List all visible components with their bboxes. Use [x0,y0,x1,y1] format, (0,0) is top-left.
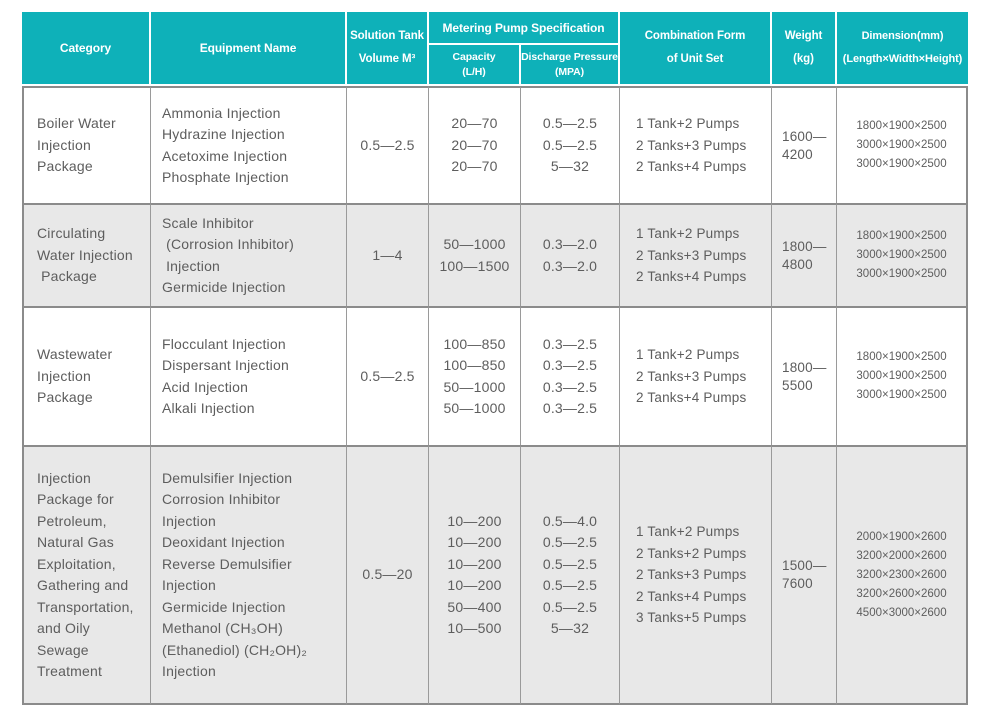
equipment-cell: Demulsifier Injection Corrosion Inhibito… [151,445,347,705]
category-cell: Wastewater Injection Package [22,306,151,445]
combination-cell: 1 Tank+2 Pumps 2 Tanks+3 Pumps 2 Tanks+4… [620,306,772,445]
capacity-cell: 20—70 20—70 20—70 [429,86,521,203]
table-row-petroleum-injection: Injection Package for Petroleum, Natural… [22,445,968,705]
col-header-category: Category [22,12,151,86]
col-header-metering-pump-specification: Metering Pump Specification [429,12,620,45]
col-header-solution-tank-volume: Solution Tank Volume M³ [347,12,429,86]
tank-volume-cell: 0.5—20 [347,445,429,705]
category-cell: Injection Package for Petroleum, Natural… [22,445,151,705]
capacity-cell: 10—200 10—200 10—200 10—200 50—400 10—50… [429,445,521,705]
weight-cell: 1800— 4800 [772,203,837,306]
col-header-weight: Weight (kg) [772,12,837,86]
weight-cell: 1500— 7600 [772,445,837,705]
col-header-combination-form: Combination Form of Unit Set [620,12,772,86]
weight-cell: 1600— 4200 [772,86,837,203]
col-header-discharge-pressure: Discharge Pressure (MPA) [521,45,620,86]
weight-cell: 1800— 5500 [772,306,837,445]
capacity-cell: 50—1000 100—1500 [429,203,521,306]
dimension-cell: 2000×1900×2600 3200×2000×2600 3200×2300×… [837,445,968,705]
table-header: Category Equipment Name Solution Tank Vo… [22,12,968,86]
discharge-pressure-cell: 0.3—2.5 0.3—2.5 0.3—2.5 0.3—2.5 [521,306,620,445]
header-row-sub: Capacity (L/H) Discharge Pressure (MPA) [22,45,968,86]
tank-volume-cell: 1—4 [347,203,429,306]
table-row-wastewater: Wastewater Injection Package Flocculant … [22,306,968,445]
discharge-pressure-cell: 0.5—2.5 0.5—2.5 5—32 [521,86,620,203]
tank-volume-cell: 0.5—2.5 [347,86,429,203]
table-body: Boiler Water Injection Package Ammonia I… [22,86,968,705]
combination-cell: 1 Tank+2 Pumps 2 Tanks+3 Pumps 2 Tanks+4… [620,203,772,306]
col-header-dimension: Dimension(mm) (Length×Width×Height) [837,12,968,86]
discharge-pressure-cell: 0.3—2.0 0.3—2.0 [521,203,620,306]
col-header-capacity: Capacity (L/H) [429,45,521,86]
capacity-cell: 100—850 100—850 50—1000 50—1000 [429,306,521,445]
equipment-cell: Flocculant Injection Dispersant Injectio… [151,306,347,445]
col-header-equipment-name: Equipment Name [151,12,347,86]
category-cell: Circulating Water Injection Package [22,203,151,306]
equipment-cell: Ammonia Injection Hydrazine Injection Ac… [151,86,347,203]
dimension-cell: 1800×1900×2500 3000×1900×2500 3000×1900×… [837,86,968,203]
tank-volume-cell: 0.5—2.5 [347,306,429,445]
discharge-pressure-cell: 0.5—4.0 0.5—2.5 0.5—2.5 0.5—2.5 0.5—2.5 … [521,445,620,705]
dimension-cell: 1800×1900×2500 3000×1900×2500 3000×1900×… [837,203,968,306]
equipment-cell: Scale Inhibitor (Corrosion Inhibitor) In… [151,203,347,306]
combination-cell: 1 Tank+2 Pumps 2 Tanks+2 Pumps 2 Tanks+3… [620,445,772,705]
category-cell: Boiler Water Injection Package [22,86,151,203]
combination-cell: 1 Tank+2 Pumps 2 Tanks+3 Pumps 2 Tanks+4… [620,86,772,203]
equipment-spec-table: Category Equipment Name Solution Tank Vo… [22,12,968,705]
dimension-cell: 1800×1900×2500 3000×1900×2500 3000×1900×… [837,306,968,445]
table-row-boiler-water: Boiler Water Injection Package Ammonia I… [22,86,968,203]
header-row-top: Category Equipment Name Solution Tank Vo… [22,12,968,86]
table-row-circulating-water: Circulating Water Injection Package Scal… [22,203,968,306]
equipment-spec-table-container: Category Equipment Name Solution Tank Vo… [22,12,968,705]
